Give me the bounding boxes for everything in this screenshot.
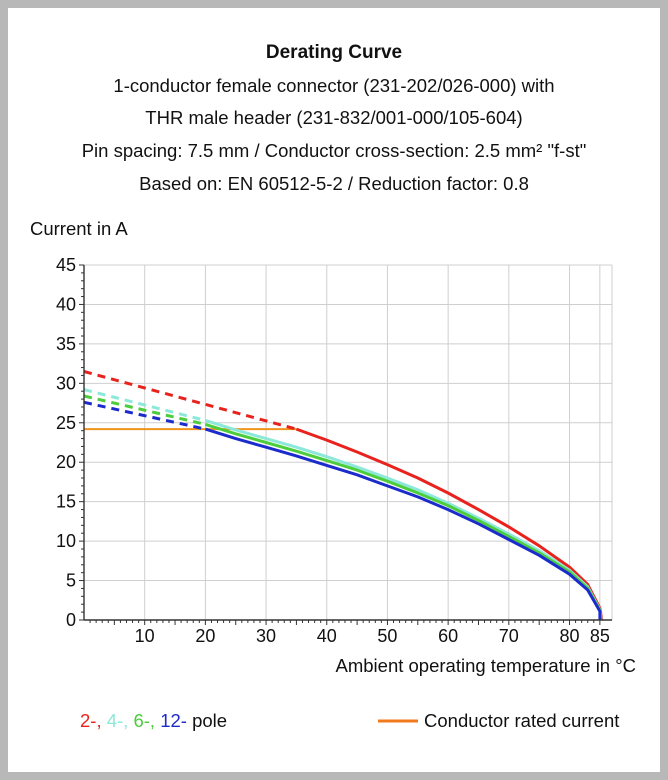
series-3-extrapolated <box>83 400 206 431</box>
legend: 2-, 4-, 6-, 12- pole Conductor rated cur… <box>80 710 619 731</box>
x-tick-label: 10 <box>135 626 155 646</box>
chart-title: Derating Curve <box>266 42 402 63</box>
series-3-curve <box>204 427 602 620</box>
y-tick-label: 25 <box>56 413 76 433</box>
x-axis-label: Ambient operating temperature in °C <box>336 655 636 676</box>
pole-legend-part: 2-, <box>80 710 107 731</box>
series-1-extrapolated <box>83 388 206 422</box>
pole-legend-part: 12- <box>160 710 187 731</box>
tick-labels: 0 5 10 15 20 25 30 35 40 45 10 20 30 40 50 60 70 80 85 <box>56 255 610 646</box>
axes <box>79 264 612 625</box>
chart-subtitle-2: THR male header (231-832/001-000/105-604… <box>145 107 522 128</box>
chart-subtitle-1: 1-conductor female connector (231-202/02… <box>113 75 554 96</box>
series-2-curve <box>204 422 602 621</box>
y-tick-label: 20 <box>56 452 76 472</box>
rated-current-legend-label: Conductor rated current <box>424 710 619 731</box>
pole-legend-part: 6-, <box>133 710 160 731</box>
series-lines <box>83 370 604 621</box>
y-tick-label: 40 <box>56 294 76 314</box>
y-tick-label: 35 <box>56 334 76 354</box>
y-tick-label: 45 <box>56 255 76 275</box>
x-tick-label: 80 <box>560 626 580 646</box>
y-tick-label: 5 <box>66 571 76 591</box>
y-tick-label: 10 <box>56 531 76 551</box>
y-axis-label: Current in A <box>30 218 128 239</box>
y-tick-label: 30 <box>56 373 76 393</box>
x-tick-label: 30 <box>256 626 276 646</box>
pole-legend-part: 4-, <box>107 710 134 731</box>
chart-subtitle-3: Pin spacing: 7.5 mm / Conductor cross-se… <box>82 140 587 161</box>
x-tick-label: 40 <box>317 626 337 646</box>
x-tick-label: 20 <box>195 626 215 646</box>
y-tick-label: 15 <box>56 492 76 512</box>
pole-legend-part: pole <box>187 710 227 731</box>
y-tick-label: 0 <box>66 610 76 630</box>
series-0-extrapolated <box>83 370 297 431</box>
x-tick-label: 85 <box>590 626 610 646</box>
series-0-curve <box>295 427 604 621</box>
chart-subtitle-4: Based on: EN 60512-5-2 / Reduction facto… <box>139 173 529 194</box>
grid <box>84 264 613 620</box>
series-1-curve <box>204 418 603 621</box>
x-tick-label: 50 <box>377 626 397 646</box>
pole-legend: 2-, 4-, 6-, 12- pole <box>80 710 227 731</box>
x-tick-label: 70 <box>499 626 519 646</box>
series-2-extrapolated <box>83 394 206 426</box>
x-tick-label: 60 <box>438 626 458 646</box>
